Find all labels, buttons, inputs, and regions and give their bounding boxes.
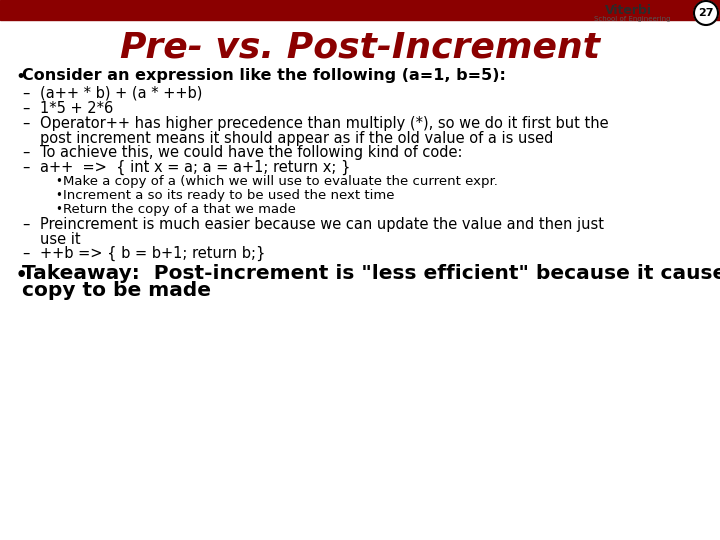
Text: 27: 27 (698, 8, 714, 18)
Text: To achieve this, we could have the following kind of code:: To achieve this, we could have the follo… (40, 145, 462, 160)
Text: –: – (22, 160, 30, 175)
Text: •: • (55, 189, 62, 202)
Text: (a++ * b) + (a * ++b): (a++ * b) + (a * ++b) (40, 86, 202, 101)
Text: Operator++ has higher precedence than multiply (*), so we do it first but the: Operator++ has higher precedence than mu… (40, 116, 608, 131)
Text: School of Engineering: School of Engineering (594, 16, 670, 22)
Text: Viterbi: Viterbi (605, 4, 652, 17)
Text: •: • (15, 264, 28, 287)
Text: Consider an expression like the following (a=1, b=5):: Consider an expression like the followin… (22, 68, 506, 83)
Text: copy to be made: copy to be made (22, 281, 211, 300)
Text: Pre- vs. Post-Increment: Pre- vs. Post-Increment (120, 30, 600, 64)
Text: Takeaway:  Post-increment is "less efficient" because it causes a: Takeaway: Post-increment is "less effici… (22, 264, 720, 283)
Text: –: – (22, 101, 30, 116)
Text: Preincrement is much easier because we can update the value and then just: Preincrement is much easier because we c… (40, 217, 604, 232)
Text: 1*5 + 2*6: 1*5 + 2*6 (40, 101, 113, 116)
Text: USC: USC (582, 4, 610, 17)
Text: Return the copy of a that we made: Return the copy of a that we made (63, 203, 296, 216)
Text: –: – (22, 246, 30, 261)
Text: ++b => { b = b+1; return b;}: ++b => { b = b+1; return b;} (40, 246, 266, 261)
Text: –: – (22, 217, 30, 232)
Text: •: • (55, 203, 62, 216)
Text: –: – (22, 145, 30, 160)
Text: a++  =>  { int x = a; a = a+1; return x; }: a++ => { int x = a; a = a+1; return x; } (40, 160, 351, 175)
Text: –: – (22, 86, 30, 101)
Bar (0, 0, 720, 20)
Text: use it: use it (40, 232, 81, 247)
Text: Increment a so its ready to be used the next time: Increment a so its ready to be used the … (63, 189, 395, 202)
Text: Make a copy of a (which we will use to evaluate the current expr.: Make a copy of a (which we will use to e… (63, 175, 498, 188)
Text: post increment means it should appear as if the old value of a is used: post increment means it should appear as… (40, 131, 554, 146)
Circle shape (694, 1, 718, 25)
Text: •: • (15, 68, 25, 86)
Text: •: • (55, 175, 62, 188)
Text: –: – (22, 116, 30, 131)
